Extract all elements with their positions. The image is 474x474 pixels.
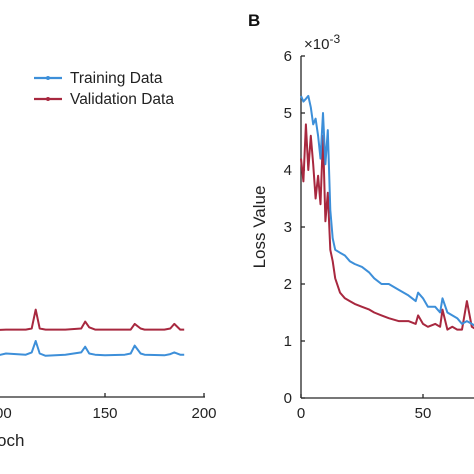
legend-validation-marker [46, 97, 50, 101]
panel-b-label: B [248, 11, 260, 30]
panel-b-y-exponent-base: ×10 [304, 36, 329, 53]
panel-a-series-line-1 [0, 308, 185, 331]
panel-b: B 0 1 2 3 4 5 6 0 50 ×10-3 Loss Value [248, 11, 474, 422]
panel-b-y-tick-label: 6 [284, 48, 292, 65]
panel-b-x-ticks: 0 50 [297, 394, 432, 422]
panel-b-y-tick-label: 0 [284, 390, 292, 407]
panel-a-x-axis-label: och [0, 431, 24, 450]
panel-b-y-tick-label: 4 [284, 162, 292, 179]
legend-training-label: Training Data [70, 70, 163, 87]
legend: Training Data Validation Data [34, 70, 174, 108]
legend-validation-label: Validation Data [70, 91, 174, 108]
panel-b-y-tick-label: 5 [284, 105, 292, 122]
legend-training-marker [46, 76, 50, 80]
panel-a-x-tick-label-100: 00 [0, 405, 12, 422]
panel-a-x-tick-label-150: 150 [92, 405, 117, 422]
panel-b-x-tick-label: 0 [297, 405, 305, 422]
panel-a: 00 150 200 och Training Data Validation … [0, 70, 217, 450]
panel-b-y-exponent-power: -3 [329, 32, 340, 46]
panel-b-y-ticks: 0 1 2 3 4 5 6 [284, 48, 305, 407]
panel-a-x-tick-label-200: 200 [191, 405, 216, 422]
panel-b-series-line-0 [300, 123, 474, 331]
panel-b-y-tick-label: 3 [284, 219, 292, 236]
panel-b-y-tick-label: 1 [284, 333, 292, 350]
panel-b-x-tick-label: 50 [415, 405, 432, 422]
panel-b-series-line-1 [300, 94, 474, 327]
panel-a-series [0, 308, 185, 357]
panel-b-y-exponent: ×10-3 [304, 32, 340, 53]
panel-b-y-tick-label: 2 [284, 276, 292, 293]
panel-b-y-axis-label: Loss Value [250, 186, 269, 269]
panel-b-series [300, 94, 474, 331]
panel-a-series-line-0 [0, 340, 185, 357]
